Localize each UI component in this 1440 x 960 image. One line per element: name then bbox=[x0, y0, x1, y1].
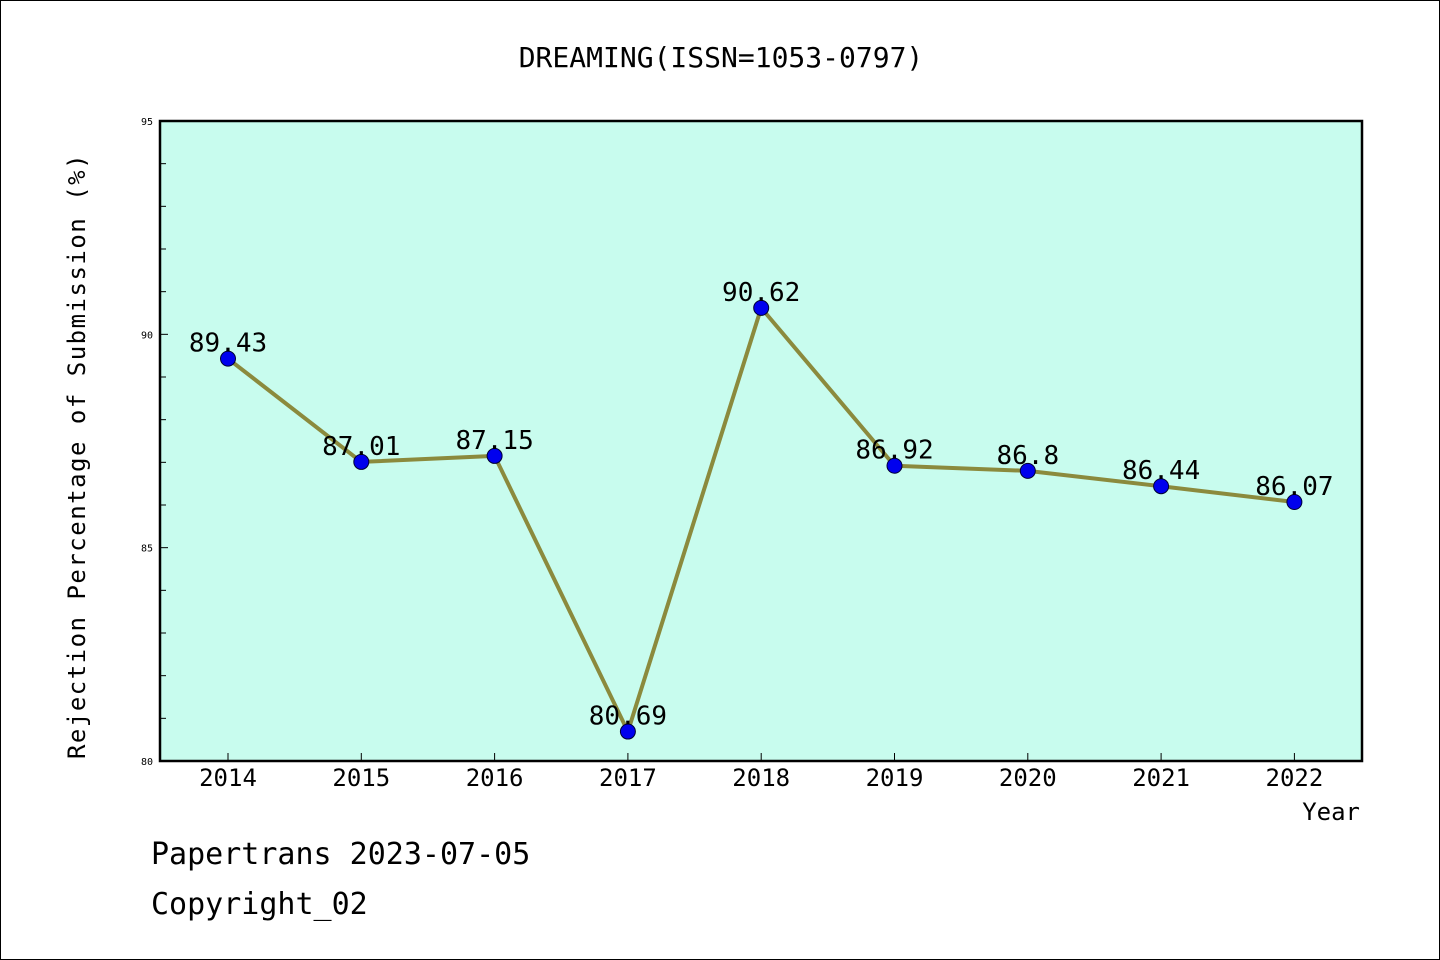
data-label: 87.01 bbox=[322, 432, 400, 462]
y-axis-label: Rejection Percentage of Submission (%) bbox=[63, 153, 91, 759]
data-label: 80.69 bbox=[589, 702, 667, 732]
data-point bbox=[1286, 494, 1303, 511]
x-tick-label: 2017 bbox=[599, 764, 657, 792]
footer-copyright: Copyright_02 bbox=[151, 887, 368, 922]
x-tick-label: 2015 bbox=[332, 764, 390, 792]
x-tick-label: 2020 bbox=[999, 764, 1057, 792]
x-axis-label: Year bbox=[1302, 798, 1360, 826]
data-point bbox=[619, 723, 636, 740]
plot-area bbox=[160, 121, 1362, 761]
series-line-group bbox=[220, 299, 1303, 740]
plot-frame bbox=[158, 119, 1364, 763]
x-tick-label: 2016 bbox=[466, 764, 524, 792]
data-point bbox=[753, 299, 770, 316]
data-labels: 89.43 87.01 87.15 80.69 90.62 86.92 86.8 86.44 8… bbox=[189, 278, 1334, 732]
x-axis: 2014 2015 2016 2017 2018 2019 2020 2021 2022 bbox=[199, 753, 1323, 792]
data-point bbox=[886, 457, 903, 474]
data-label: 90.62 bbox=[722, 278, 800, 308]
data-label: 86.07 bbox=[1255, 472, 1333, 502]
y-tick-label: 85 bbox=[141, 544, 153, 555]
chart-title: DREAMING(ISSN=1053-0797) bbox=[519, 41, 924, 74]
data-point bbox=[220, 350, 236, 367]
data-point bbox=[353, 453, 370, 470]
x-tick-label: 2018 bbox=[732, 764, 790, 792]
data-label: 86.92 bbox=[855, 436, 933, 466]
x-tick-label: 2022 bbox=[1266, 764, 1324, 792]
data-label: 86.44 bbox=[1122, 456, 1200, 486]
data-label: 89.43 bbox=[189, 329, 267, 359]
data-point bbox=[486, 447, 503, 464]
data-label: 86.8 bbox=[996, 441, 1059, 471]
y-tick-label: 80 bbox=[141, 757, 153, 768]
footer-date: Papertrans 2023-07-05 bbox=[151, 837, 530, 872]
data-point bbox=[1019, 462, 1036, 479]
x-tick-label: 2021 bbox=[1132, 764, 1190, 792]
data-point bbox=[1153, 478, 1170, 495]
x-tick-label: 2014 bbox=[199, 764, 257, 792]
y-tick-label: 90 bbox=[141, 330, 153, 341]
x-tick-label: 2019 bbox=[866, 764, 924, 792]
y-tick-label: 95 bbox=[141, 117, 153, 128]
data-label: 87.15 bbox=[455, 426, 533, 456]
